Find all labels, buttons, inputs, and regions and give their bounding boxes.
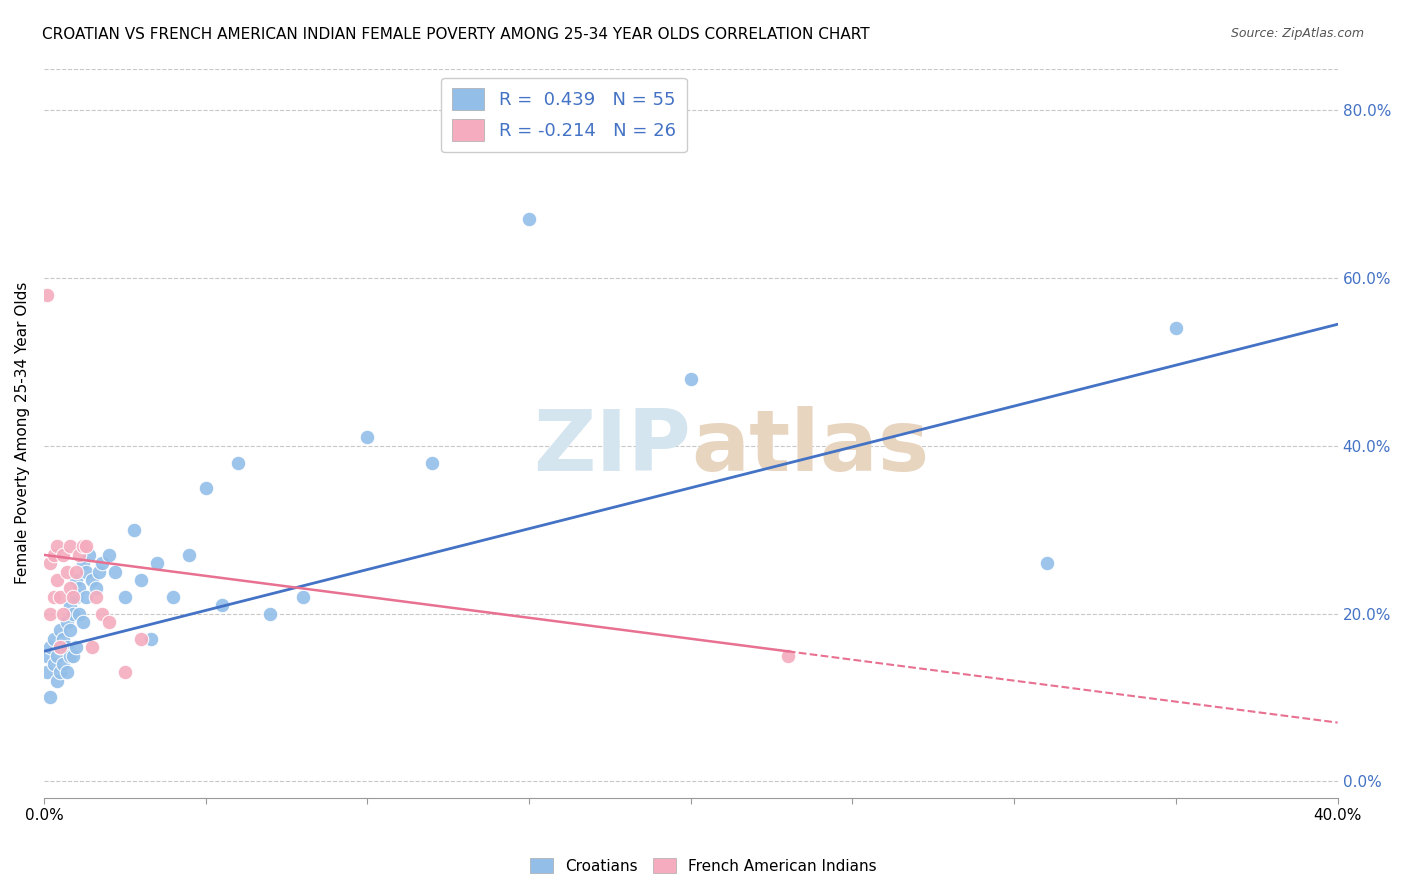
Point xyxy=(129,632,152,646)
Point xyxy=(72,556,94,570)
Point xyxy=(72,540,94,554)
Point xyxy=(124,523,146,537)
Point xyxy=(291,590,314,604)
Point xyxy=(52,548,75,562)
Point xyxy=(114,665,136,680)
Point xyxy=(84,590,107,604)
Point xyxy=(45,648,67,663)
Point xyxy=(37,648,59,663)
Point xyxy=(87,565,110,579)
Point xyxy=(139,632,162,646)
Text: Source: ZipAtlas.com: Source: ZipAtlas.com xyxy=(1230,27,1364,40)
Point xyxy=(420,456,443,470)
Point xyxy=(75,590,97,604)
Point xyxy=(517,212,540,227)
Point xyxy=(72,615,94,629)
Point xyxy=(69,582,91,596)
Point xyxy=(52,607,75,621)
Point xyxy=(39,556,62,570)
Point xyxy=(65,590,87,604)
Point xyxy=(82,573,104,587)
Point xyxy=(45,573,67,587)
Point xyxy=(146,556,169,570)
Point xyxy=(42,548,65,562)
Point xyxy=(75,565,97,579)
Point xyxy=(84,582,107,596)
Y-axis label: Female Poverty Among 25-34 Year Olds: Female Poverty Among 25-34 Year Olds xyxy=(15,282,30,584)
Point xyxy=(42,632,65,646)
Point xyxy=(49,665,72,680)
Point xyxy=(45,673,67,688)
Legend: Croatians, French American Indians: Croatians, French American Indians xyxy=(523,852,883,880)
Point xyxy=(679,372,702,386)
Point xyxy=(1164,321,1187,335)
Point xyxy=(55,615,77,629)
Point xyxy=(49,624,72,638)
Point xyxy=(65,565,87,579)
Point xyxy=(49,640,72,654)
Point xyxy=(65,573,87,587)
Point xyxy=(194,481,217,495)
Point xyxy=(39,690,62,705)
Point xyxy=(55,665,77,680)
Point xyxy=(59,598,82,612)
Point xyxy=(82,640,104,654)
Point xyxy=(226,456,249,470)
Point xyxy=(62,607,84,621)
Point xyxy=(776,648,799,663)
Point xyxy=(59,624,82,638)
Legend: R =  0.439   N = 55, R = -0.214   N = 26: R = 0.439 N = 55, R = -0.214 N = 26 xyxy=(441,78,686,153)
Point xyxy=(39,607,62,621)
Point xyxy=(91,556,114,570)
Point xyxy=(59,648,82,663)
Point xyxy=(49,640,72,654)
Point xyxy=(77,548,100,562)
Point xyxy=(104,565,127,579)
Point xyxy=(49,590,72,604)
Point xyxy=(52,657,75,671)
Point xyxy=(1035,556,1057,570)
Point xyxy=(39,640,62,654)
Text: atlas: atlas xyxy=(690,407,929,490)
Point xyxy=(65,640,87,654)
Point xyxy=(97,615,120,629)
Point xyxy=(114,590,136,604)
Point xyxy=(59,582,82,596)
Point xyxy=(69,548,91,562)
Point xyxy=(129,573,152,587)
Point xyxy=(55,640,77,654)
Point xyxy=(37,288,59,302)
Point xyxy=(162,590,184,604)
Point xyxy=(356,430,378,444)
Point xyxy=(42,657,65,671)
Point xyxy=(211,598,233,612)
Text: CROATIAN VS FRENCH AMERICAN INDIAN FEMALE POVERTY AMONG 25-34 YEAR OLDS CORRELAT: CROATIAN VS FRENCH AMERICAN INDIAN FEMAL… xyxy=(42,27,870,42)
Point xyxy=(37,665,59,680)
Point xyxy=(62,648,84,663)
Point xyxy=(179,548,201,562)
Text: ZIP: ZIP xyxy=(533,407,690,490)
Point xyxy=(45,540,67,554)
Point xyxy=(52,632,75,646)
Point xyxy=(59,540,82,554)
Point xyxy=(69,607,91,621)
Point xyxy=(75,540,97,554)
Point xyxy=(42,590,65,604)
Point xyxy=(91,607,114,621)
Point xyxy=(259,607,281,621)
Point xyxy=(97,548,120,562)
Point xyxy=(62,590,84,604)
Point xyxy=(55,565,77,579)
